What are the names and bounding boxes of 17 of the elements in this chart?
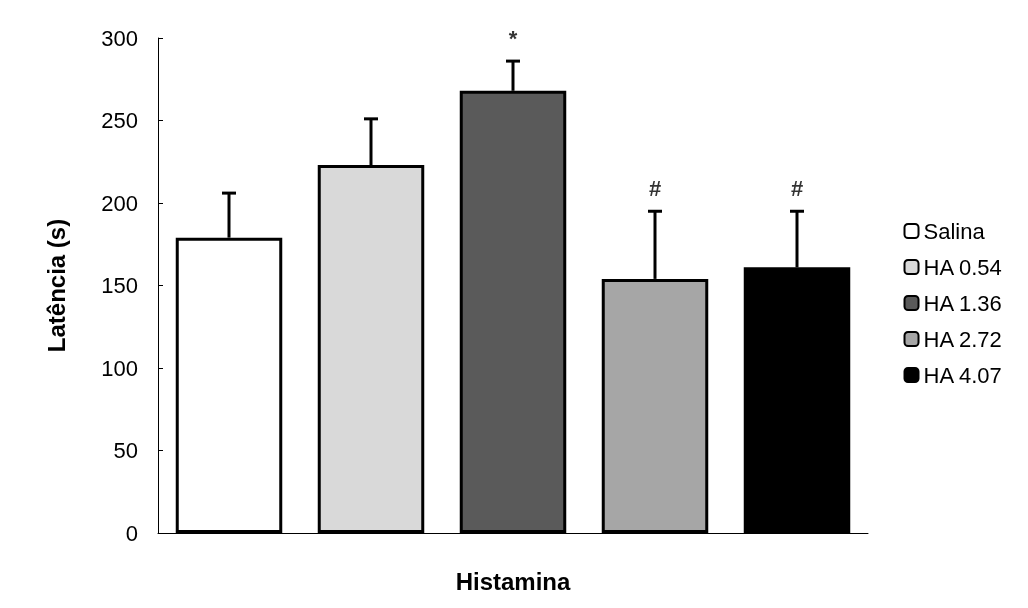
y-tick-label: 200	[101, 190, 138, 216]
y-tick-label: 100	[101, 355, 138, 381]
y-tick-label: 250	[101, 108, 138, 133]
y-axis-title: Latência (s)	[42, 218, 70, 353]
annotation: #	[790, 175, 804, 201]
legend-label: HA 1.36	[923, 290, 1002, 316]
annotation: *	[508, 25, 518, 51]
y-tick-label: 50	[113, 438, 138, 463]
y-tick-label: 300	[101, 25, 138, 51]
annotation: #	[648, 175, 662, 201]
y-tick-label: 0	[125, 520, 138, 546]
x-axis-title: Histamina	[455, 567, 571, 595]
y-tick-label: 150	[101, 273, 138, 298]
legend-label: HA 0.54	[923, 254, 1002, 280]
legend-label: HA 2.72	[923, 326, 1002, 352]
legend-label: Salina	[923, 218, 986, 244]
legend-label: HA 4.07	[923, 362, 1002, 388]
